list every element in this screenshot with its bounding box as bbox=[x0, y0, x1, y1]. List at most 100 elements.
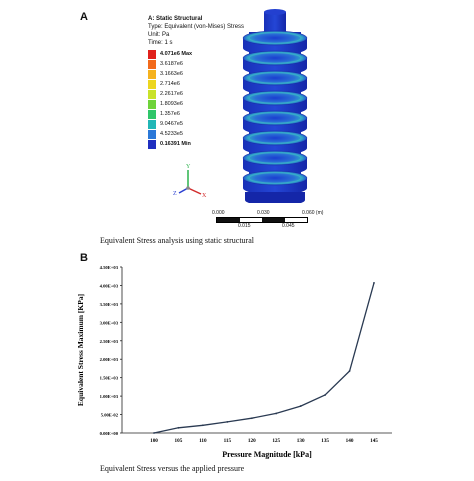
x-tick-label: 120 bbox=[248, 438, 256, 444]
legend-label: 0.16391 Min bbox=[160, 141, 191, 147]
legend-label: 1.8093e6 bbox=[160, 101, 183, 107]
legend-label: 2.714e6 bbox=[160, 81, 180, 87]
model-disc-top bbox=[242, 30, 308, 46]
model-disc-top bbox=[242, 70, 308, 86]
model-disc-top bbox=[242, 90, 308, 106]
stress-legend: A: Static Structural Type: Equivalent (v… bbox=[148, 15, 268, 149]
data-point bbox=[153, 432, 155, 434]
data-point bbox=[250, 417, 253, 420]
legend-label: 1.357e6 bbox=[160, 111, 180, 117]
model-disc-stress-ring bbox=[248, 52, 302, 64]
model-disc-stress-ring bbox=[248, 132, 302, 144]
legend-entry: 4.071e6 Max bbox=[148, 49, 192, 59]
model-top-post bbox=[264, 12, 286, 36]
scale-label-045: 0.045 bbox=[282, 223, 295, 229]
y-tick-label: 4.00E+03 bbox=[100, 283, 119, 288]
data-point bbox=[275, 412, 278, 415]
y-tick-label: 1.50E+03 bbox=[100, 376, 119, 381]
y-tick-label: 2.50E+03 bbox=[100, 339, 119, 344]
legend-swatch bbox=[148, 49, 156, 59]
x-axis-title: Pressure Magnitude [kPa] bbox=[222, 450, 312, 459]
panel-b-letter: B bbox=[80, 252, 88, 264]
x-tick-label: 145 bbox=[370, 438, 378, 444]
y-tick-label: 1.00E+03 bbox=[100, 394, 119, 399]
y-tick-label: 3.00E+03 bbox=[100, 320, 119, 325]
x-tick-label: 115 bbox=[224, 438, 232, 444]
legend-entry: 3.6187e6 bbox=[148, 59, 183, 69]
x-tick-label: 100 bbox=[150, 438, 158, 444]
legend-scale: 4.071e6 Max 3.6187e6 3.1663e6 2.714e6 2.2617… bbox=[148, 49, 268, 149]
panel-a-caption: Equivalent Stress analysis using static … bbox=[100, 236, 254, 245]
legend-type: Type: Equivalent (von-Mises) Stress bbox=[148, 24, 245, 30]
triad-x-axis bbox=[187, 187, 202, 195]
y-tick-label: 0.00E+00 bbox=[100, 431, 119, 436]
data-point bbox=[177, 426, 180, 429]
legend-swatch bbox=[148, 99, 156, 109]
data-point bbox=[324, 394, 327, 396]
x-tick-label: 135 bbox=[321, 438, 329, 444]
coordinate-triad: Y X Z bbox=[173, 164, 207, 199]
y-tick-label: 3.50E+03 bbox=[100, 302, 119, 307]
data-point bbox=[226, 421, 229, 423]
legend-label: 4.5233e5 bbox=[160, 131, 183, 137]
legend-entry: 0.16391 Min bbox=[148, 139, 191, 149]
series-line bbox=[153, 282, 375, 434]
scale-label-060: 0.060 (m) bbox=[302, 210, 324, 216]
legend-swatch bbox=[148, 119, 156, 129]
legend-entry: 4.5233e5 bbox=[148, 129, 183, 139]
scale-label-015: 0.015 bbox=[238, 223, 251, 229]
legend-swatch bbox=[148, 59, 156, 69]
x-tick-label: 125 bbox=[272, 438, 280, 444]
data-point bbox=[201, 424, 204, 427]
triad-y-label: Y bbox=[186, 164, 191, 170]
legend-swatch bbox=[148, 79, 156, 89]
triad-x-label: X bbox=[202, 193, 207, 199]
legend-unit: Unit: Pa bbox=[148, 32, 170, 38]
legend-label: 4.071e6 Max bbox=[160, 51, 193, 57]
legend-title: A: Static Structural bbox=[148, 16, 203, 22]
model-disc-stress-ring bbox=[248, 32, 302, 44]
x-tick-label: 110 bbox=[199, 438, 207, 444]
legend-time: Time: 1 s bbox=[148, 40, 173, 46]
data-point bbox=[299, 405, 302, 407]
model-disc-stress-ring bbox=[248, 172, 302, 184]
model-disc-stress-ring bbox=[248, 152, 302, 164]
scale-label-030: 0.030 bbox=[257, 210, 270, 216]
legend-entry: 3.1663e6 bbox=[148, 69, 183, 79]
legend-label: 2.2617e6 bbox=[160, 91, 183, 97]
model-disc-stress-ring bbox=[248, 92, 302, 104]
legend-swatch bbox=[148, 89, 156, 99]
legend-swatch bbox=[148, 69, 156, 79]
model-disc-stress-ring bbox=[248, 112, 302, 124]
scale-label-0: 0.000 bbox=[212, 210, 225, 216]
model-disc-top bbox=[242, 130, 308, 146]
panel-a-letter: A bbox=[80, 11, 88, 23]
legend-label: 3.1663e6 bbox=[160, 71, 183, 77]
y-tick-label: 4.50E+03 bbox=[100, 265, 119, 270]
legend-swatch bbox=[148, 109, 156, 119]
panel-b-caption: Equivalent Stress versus the applied pre… bbox=[100, 464, 245, 473]
legend-entry: 1.357e6 bbox=[148, 109, 180, 119]
model-disc-top bbox=[242, 170, 308, 186]
y-axis-title: Equivalent Stress Maximum [KPa] bbox=[76, 294, 85, 406]
triad-z-label: Z bbox=[173, 191, 177, 197]
legend-swatch bbox=[148, 139, 156, 149]
legend-entry: 2.714e6 bbox=[148, 79, 180, 89]
model-top-post-cap bbox=[264, 9, 286, 15]
model-disc-top bbox=[242, 150, 308, 166]
triad-origin bbox=[186, 186, 190, 190]
model-base bbox=[245, 192, 305, 203]
model-disc-stress-ring bbox=[248, 72, 302, 84]
stress-chart: 0.00E+00 5.00E-02 1.00E+03 1.50E+03 2.00E+03… bbox=[76, 265, 392, 459]
legend-entry: 9.0467e5 bbox=[148, 119, 183, 129]
scale-bar-segments bbox=[216, 217, 308, 223]
model-disc-top bbox=[242, 50, 308, 66]
data-point bbox=[373, 281, 375, 284]
model-disc-top bbox=[242, 110, 308, 126]
x-tick-label: 105 bbox=[175, 438, 183, 444]
x-tick-label: 140 bbox=[346, 438, 354, 444]
legend-label: 9.0467e5 bbox=[160, 121, 183, 127]
legend-entry: 2.2617e6 bbox=[148, 89, 183, 99]
scale-bar: 0.000 0.030 0.060 (m) 0.015 0.045 bbox=[212, 210, 342, 236]
y-tick-label: 5.00E-02 bbox=[101, 413, 119, 418]
